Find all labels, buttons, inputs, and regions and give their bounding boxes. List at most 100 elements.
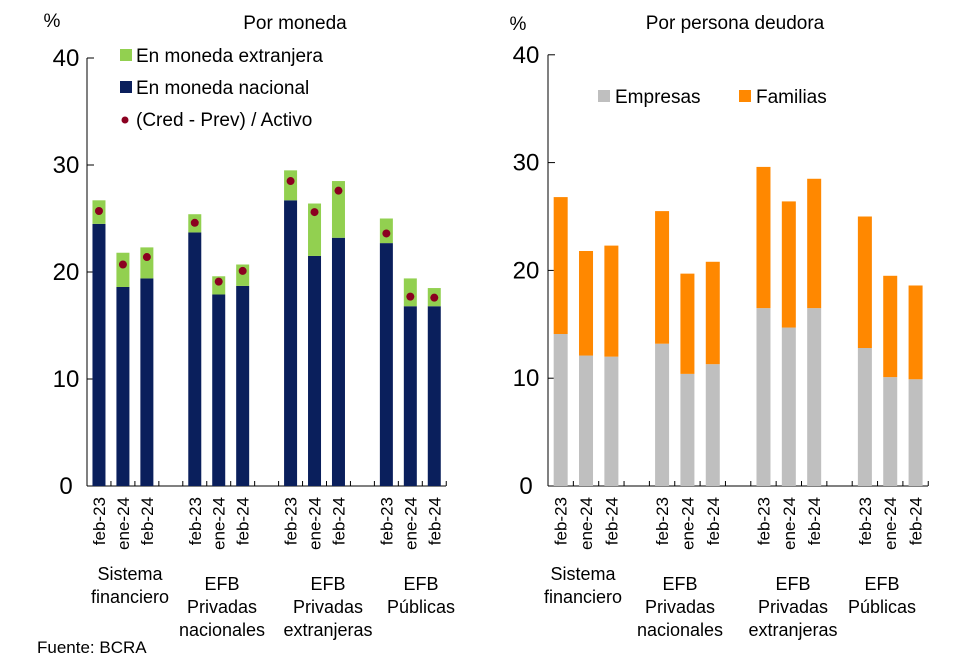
panel2-bar-empresas (680, 373, 695, 486)
panel2-bar-familias (908, 285, 923, 380)
panel1-dot-cred-prev-activo (238, 266, 247, 275)
panel2-x-category-label: feb-24 (602, 497, 621, 545)
panel1-x-category-label: feb-23 (282, 497, 301, 545)
panel2-legend-label: Empresas (615, 87, 701, 108)
panel1-x-category-label: feb-24 (329, 497, 348, 545)
panel2-chart-title: Por persona deudora (646, 13, 825, 34)
panel1-bar-en-moneda-nacional (116, 286, 130, 486)
panel2-group-label: Sistema (550, 564, 616, 584)
panel1-chart-title: Por moneda (243, 13, 347, 34)
panel2-bar-familias (807, 178, 822, 309)
panel1-y-unit-label: % (44, 11, 61, 32)
panel2-group-label: nacionales (637, 620, 723, 640)
panel2-bar-familias (604, 245, 619, 357)
panel2-y-tick-label: 10 (513, 365, 540, 392)
panel2-x-category-label: feb-23 (856, 497, 875, 545)
panel1-dot-cred-prev-activo (406, 292, 415, 301)
panel1-bar-en-moneda-nacional (379, 243, 393, 486)
panel1-group-label: Sistema (97, 564, 163, 584)
panel2-bar-familias (857, 216, 872, 349)
panel2-bar-familias (883, 275, 898, 378)
panel1-group-label: Privadas (187, 597, 257, 617)
panel2-x-category-label: ene-24 (678, 497, 697, 550)
panel2-x-category-label: feb-23 (754, 497, 773, 545)
panel1-legend-swatch (120, 81, 132, 93)
panel2-bar-familias (655, 211, 670, 344)
panel2-group-label: financiero (544, 587, 622, 607)
panel2-bar-familias (756, 166, 771, 309)
panel2-x-category-label: ene-24 (577, 497, 596, 550)
panel1-group-label: extranjeras (283, 620, 372, 640)
panel2-group-label: EFB (662, 574, 697, 594)
panel1-dot-cred-prev-activo (214, 277, 223, 286)
panel1-group-label: Públicas (387, 597, 455, 617)
panel2-bar-empresas (553, 334, 568, 486)
panel2-group-label: EFB (864, 574, 899, 594)
panel2-bar-empresas (579, 355, 594, 486)
panel2-group-label: Privadas (758, 597, 828, 617)
panel1-legend-label: En moneda extranjera (136, 46, 323, 67)
panel2-group-label: Privadas (645, 597, 715, 617)
panel1-bar-en-moneda-nacional (236, 285, 250, 486)
panel1-legend-swatch (120, 49, 132, 61)
panel1-x-category-label: feb-24 (138, 497, 157, 545)
panel1-y-tick-label: 30 (53, 152, 80, 179)
panel1-group-label: financiero (91, 587, 169, 607)
panel2-bar-empresas (655, 343, 670, 486)
panel1-x-category-label: ene-24 (401, 497, 420, 550)
panel1-x-category-label: feb-24 (234, 497, 253, 545)
panel1-x-category-label: feb-24 (425, 497, 444, 545)
panel1-dot-cred-prev-activo (382, 229, 391, 238)
panel2-legend-swatch (598, 90, 610, 102)
panel1-x-category-label: feb-23 (186, 497, 205, 545)
panel2-x-category-label: feb-24 (704, 497, 723, 545)
panel2-bar-familias (781, 201, 796, 328)
panel1-dot-cred-prev-activo (94, 207, 103, 216)
panel2-x-category-label: feb-24 (805, 497, 824, 545)
panel2-bar-familias (553, 197, 568, 335)
panel1-x-category-label: ene-24 (114, 497, 133, 550)
panel1-bar-en-moneda-extranjera (140, 247, 154, 279)
panel1-x-category-label: feb-23 (377, 497, 396, 545)
panel1-bar-en-moneda-nacional (284, 200, 298, 486)
panel2-y-tick-label: 30 (513, 150, 540, 177)
source-note: Fuente: BCRA (37, 638, 147, 657)
panel1-bar-en-moneda-nacional (212, 294, 226, 486)
panel1-dot-cred-prev-activo (190, 218, 199, 227)
panel1-dot-cred-prev-activo (334, 186, 343, 195)
panel1-dot-cred-prev-activo (142, 253, 151, 262)
panel1-dot-cred-prev-activo (430, 293, 439, 302)
panel1-group-label: EFB (403, 574, 438, 594)
panel1-group-label: nacionales (179, 620, 265, 640)
panel2-y-unit-label: % (510, 14, 527, 35)
panel1-y-tick-label: 0 (59, 473, 72, 500)
panel1-bar-en-moneda-nacional (308, 255, 322, 486)
panel1-group-label: EFB (310, 574, 345, 594)
panel1-y-tick-label: 10 (53, 366, 80, 393)
panel1-bar-en-moneda-nacional (92, 223, 106, 486)
panel2-bar-empresas (908, 379, 923, 486)
panel2-y-tick-label: 0 (519, 473, 532, 500)
panel2-bar-empresas (604, 356, 619, 486)
panel1-bar-en-moneda-nacional (331, 237, 345, 486)
panel1-y-tick-label: 20 (53, 259, 80, 286)
panel1-bar-en-moneda-extranjera (284, 170, 298, 201)
panel1-bar-en-moneda-extranjera (116, 252, 130, 287)
panel1-y-tick-label: 40 (53, 45, 80, 72)
panel1-x-category-label: ene-24 (210, 497, 229, 550)
panel1-bar-en-moneda-nacional (188, 232, 202, 486)
panel1-dot-cred-prev-activo (310, 208, 319, 217)
panel2-x-category-label: feb-24 (907, 497, 926, 545)
panel1-bar-en-moneda-extranjera (331, 181, 345, 238)
panel1-bar-en-moneda-nacional (427, 306, 441, 486)
panel2-bar-empresas (857, 348, 872, 486)
panel2-bar-familias (705, 261, 720, 365)
panel2-x-category-label: feb-23 (653, 497, 672, 545)
panel2-y-tick-label: 40 (513, 42, 540, 69)
panel2-group-label: Públicas (848, 597, 916, 617)
panel1-legend-label: (Cred - Prev) / Activo (136, 110, 312, 131)
panel2-x-category-label: ene-24 (780, 497, 799, 550)
panel2-group-label: extranjeras (748, 620, 837, 640)
panel2-legend-label: Familias (756, 87, 827, 108)
